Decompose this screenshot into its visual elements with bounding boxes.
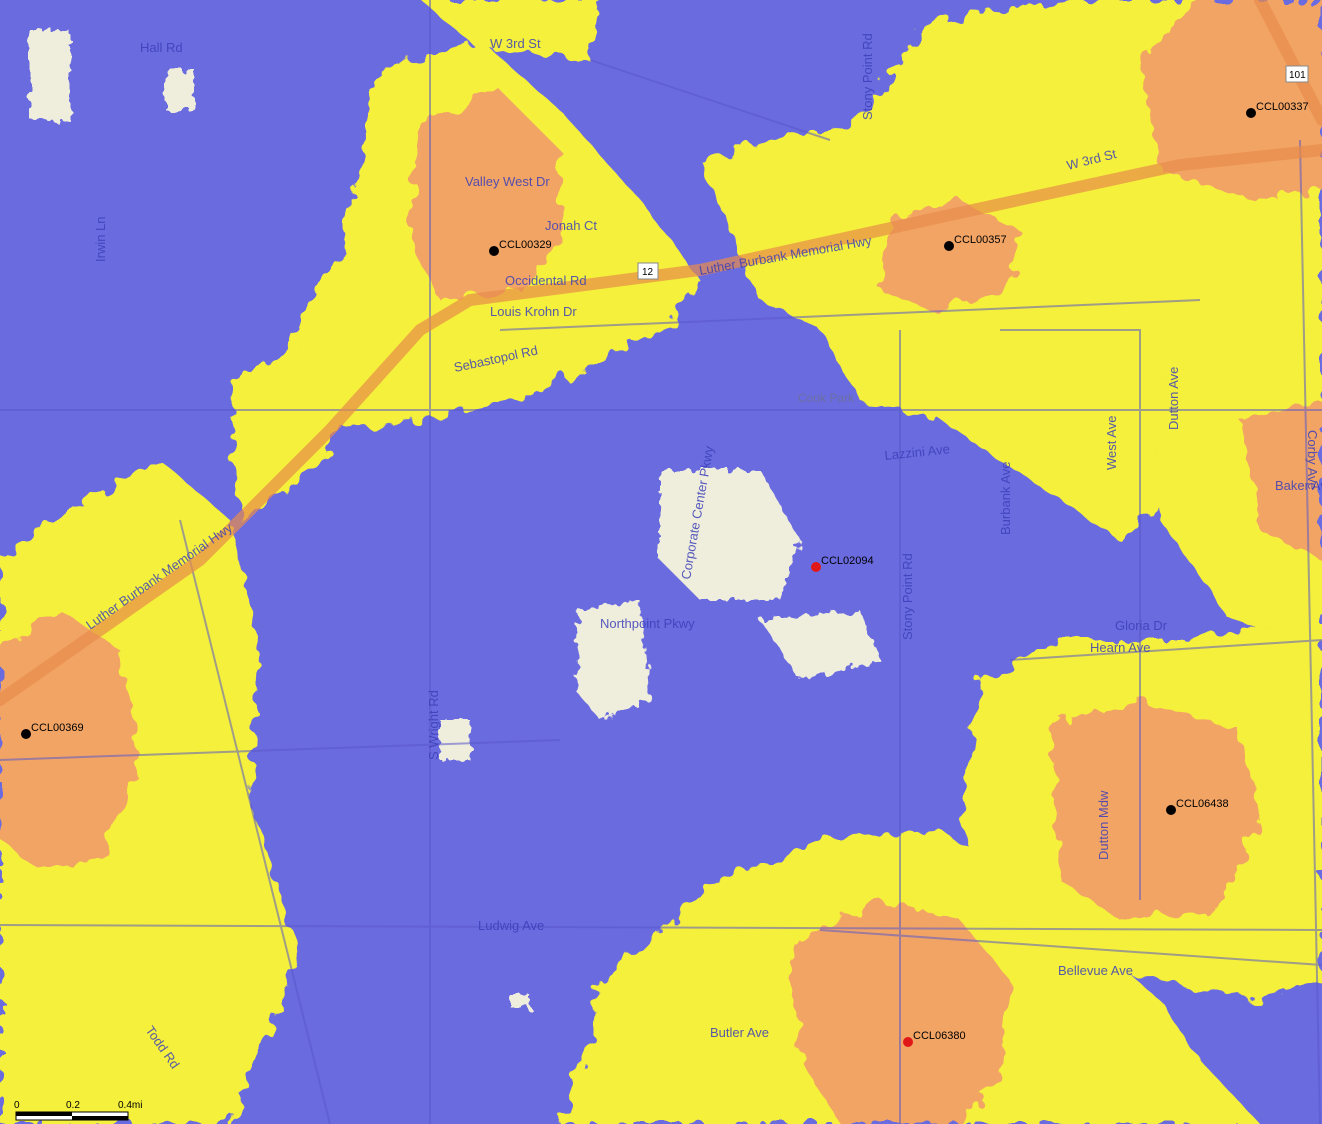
site-marker-ccl00329[interactable]: CCL00329	[489, 239, 552, 256]
road-label: Bellevue Ave	[1058, 963, 1133, 978]
site-label: CCL00329	[499, 239, 552, 251]
site-dot[interactable]	[1166, 805, 1176, 815]
road-label: Butler Ave	[710, 1025, 769, 1040]
site-marker-ccl06438[interactable]: CCL06438	[1166, 798, 1229, 815]
svg-text:12: 12	[642, 267, 654, 278]
road-label: Stony Point Rd	[860, 33, 875, 120]
road-label: Dutton Mdw	[1096, 790, 1111, 860]
scale-tick-label: 0.2	[66, 1100, 80, 1111]
road-label: Jonah Ct	[545, 218, 597, 233]
site-marker-ccl00369[interactable]: CCL00369	[21, 722, 84, 739]
svg-text:101: 101	[1289, 70, 1306, 81]
site-label: CCL00337	[1256, 101, 1309, 113]
site-label: CCL06380	[913, 1030, 966, 1042]
site-label: CCL00357	[954, 234, 1007, 246]
scale-tick-label: 0.4mi	[118, 1100, 142, 1111]
route-shield-12: 12	[637, 262, 659, 280]
site-dot[interactable]	[489, 246, 499, 256]
site-label: CCL06438	[1176, 798, 1229, 810]
scale-tick-label: 0	[14, 1100, 20, 1111]
route-shield-101: 101	[1285, 65, 1309, 83]
site-marker-ccl00337[interactable]: CCL00337	[1246, 101, 1309, 118]
site-markers: CCL00337 CCL00329 CCL00357 CCL02094 CCL00369…	[21, 101, 1309, 1047]
site-dot[interactable]	[21, 729, 31, 739]
road-label: Irwin Ln	[93, 216, 108, 262]
road-label: Stony Point Rd	[900, 553, 915, 640]
road-label: Baker Ave	[1275, 478, 1322, 493]
site-dot[interactable]	[944, 241, 954, 251]
site-dot[interactable]	[903, 1037, 913, 1047]
site-dot[interactable]	[811, 562, 821, 572]
site-dot[interactable]	[1246, 108, 1256, 118]
road-label: Dutton Ave	[1166, 367, 1181, 430]
road-label: Ludwig Ave	[478, 918, 544, 933]
site-marker-ccl06380[interactable]: CCL06380	[903, 1030, 966, 1047]
road-label: Northpoint Pkwy	[600, 616, 695, 631]
road-label: Lazzini Ave	[884, 441, 951, 463]
road-label: Corby Ave	[1305, 430, 1320, 490]
road-label: Occidental Rd	[505, 273, 587, 288]
road-label: W 3rd St	[490, 36, 541, 51]
scale-bar: 0 0.2 0.4mi	[14, 1100, 142, 1121]
road-label: Burbank Ave	[998, 462, 1013, 535]
site-label: CCL00369	[31, 722, 84, 734]
no-service-areas	[30, 30, 1310, 1007]
road-label: Hall Rd	[140, 40, 183, 55]
highway-luther-burbank	[0, 0, 1322, 706]
road-label: Hearn Ave	[1090, 640, 1150, 655]
site-marker-ccl00357[interactable]: CCL00357	[944, 234, 1007, 251]
road-label: Louis Krohn Dr	[490, 304, 577, 319]
road-label: S Wright Rd	[426, 690, 441, 760]
site-marker-ccl02094[interactable]: CCL02094	[811, 555, 874, 572]
road-label: Gloria Dr	[1115, 618, 1168, 633]
road-label: West Ave	[1104, 416, 1119, 470]
park-label: Cook Park	[798, 391, 855, 405]
site-label: CCL02094	[821, 555, 874, 567]
road-label: Valley West Dr	[465, 174, 550, 189]
